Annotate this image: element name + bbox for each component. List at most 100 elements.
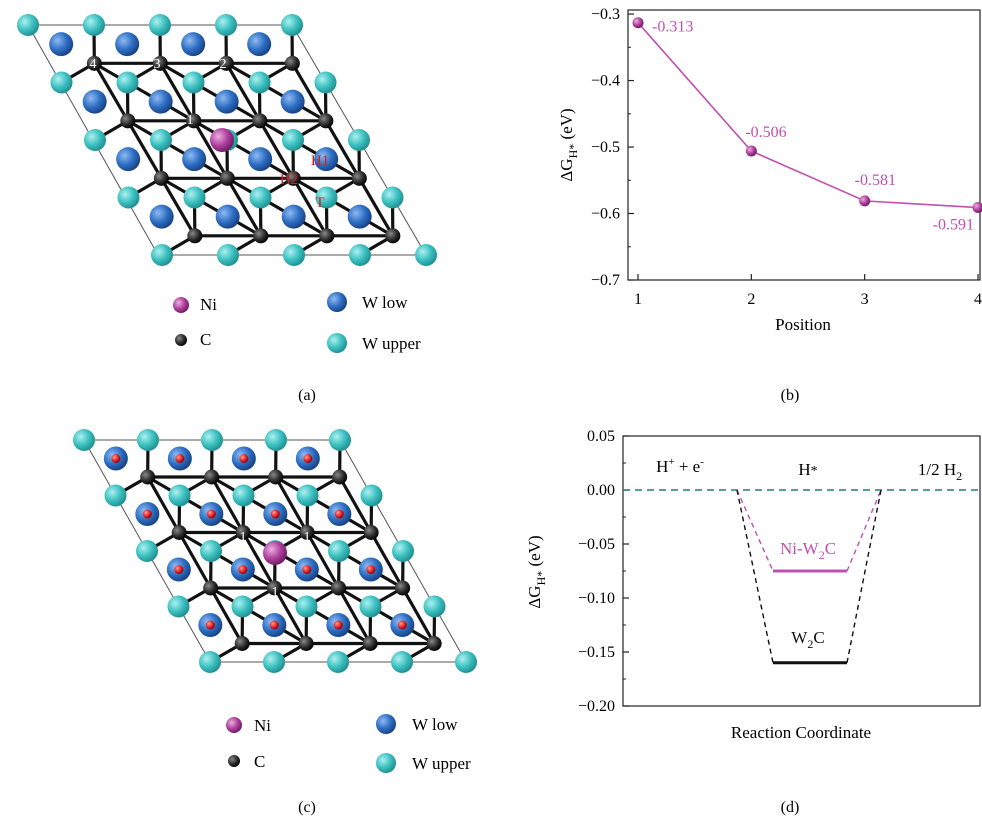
hydrogen-markers-c (111, 454, 407, 630)
bond (210, 476, 245, 534)
carbon-atom (153, 170, 169, 186)
w-upper-atom (136, 540, 158, 562)
y-tick-label: −0.6 (591, 206, 620, 223)
x-tick-label: 1 (634, 291, 642, 308)
bond (292, 176, 394, 238)
carbon-atom (267, 580, 283, 596)
hydrogen-marker (206, 509, 216, 519)
legend-w-upper-icon (376, 753, 396, 773)
bond (127, 119, 229, 180)
bond (305, 531, 341, 589)
site-label-h1: H1 (311, 153, 329, 169)
hydrogen-marker (142, 509, 152, 519)
carbon-atom (252, 113, 268, 129)
legend-ni-label: Ni (254, 716, 271, 735)
w-upper-atom (104, 484, 127, 507)
energy-levels-d (773, 569, 847, 665)
bond (226, 176, 328, 238)
panel-label-c: (c) (298, 799, 316, 816)
x-tick-label: 2 (747, 291, 755, 308)
w-upper-atom (415, 244, 437, 266)
hydrogen-marker (270, 509, 280, 519)
panel-a: 4 3 2 1 H1 H2 T Ni C W low W upper (a) (17, 14, 437, 404)
legend-w-low-label: W low (362, 293, 408, 312)
plot-frame-b (627, 9, 981, 281)
y-axis-label-b: ΔGH* (eV) (557, 108, 580, 181)
carbon-atom (331, 580, 347, 596)
data-labels-b: -0.313 -0.506 -0.581 -0.591 (652, 19, 974, 234)
carbon-atoms-a (86, 55, 401, 244)
carbon-atom (204, 469, 220, 485)
hydrogen-marker (239, 454, 249, 463)
site-number-2: 2 (220, 57, 227, 72)
legend-w-upper-label: W upper (362, 334, 421, 353)
reaction-paths-d (736, 489, 882, 663)
bond (146, 475, 244, 534)
legend-ni-icon (226, 717, 242, 733)
series-label-w2c: W2C (791, 628, 824, 651)
site-number-1: 1 (187, 113, 194, 128)
w-upper-atom (315, 186, 338, 209)
w-low-atom (148, 89, 173, 114)
carbon-atom (299, 525, 315, 540)
w-low-atom (347, 204, 372, 229)
w-low-atom (149, 204, 174, 229)
w-upper-atom (423, 595, 446, 618)
legend-c-icon (228, 755, 240, 767)
w-low-atom (116, 147, 141, 172)
state-label-final: 1/2 H2 (918, 460, 962, 483)
w-low-atom (49, 32, 74, 57)
carbon-atom (219, 170, 235, 186)
bond (177, 531, 213, 589)
ni-atom-c (263, 541, 287, 565)
carbon-atom (426, 636, 442, 651)
carbon-atom (234, 636, 250, 651)
reaction-path-out (846, 489, 882, 663)
w-upper-atom (137, 429, 159, 451)
reaction-path-out (846, 489, 882, 572)
w-upper-atom (73, 429, 95, 451)
hydrogen-marker (175, 454, 185, 463)
y-tick-label: 0.00 (587, 482, 615, 499)
w-upper-atom (248, 71, 271, 94)
y-axis-label-d: ΔGH* (eV) (525, 535, 548, 608)
w-upper-atom (249, 186, 272, 209)
carbon-atom (86, 55, 102, 71)
w-upper-atom (263, 651, 285, 673)
legend-c: Ni C W low W upper (226, 714, 471, 773)
bond (324, 120, 361, 180)
carbon-atom (140, 469, 156, 485)
w-upper-atom (182, 71, 205, 94)
w-upper-atom (360, 484, 383, 507)
hydrogen-marker (366, 565, 376, 574)
bond (209, 587, 244, 645)
y-tick-label: −0.15 (578, 644, 615, 661)
hydrogen-marker (205, 620, 215, 630)
y-tick-label: −0.3 (591, 6, 620, 23)
site-label-h2: H2 (280, 172, 298, 188)
w-upper-atom (295, 595, 318, 618)
legend-c-label: C (254, 752, 265, 771)
w-upper-atom (359, 595, 382, 618)
legend-ni-label: Ni (200, 295, 217, 314)
lattice-a (17, 14, 437, 266)
bond (242, 531, 340, 590)
w-upper-atom (391, 651, 413, 673)
y-tick-label: 0.05 (587, 428, 615, 445)
w-upper-atom (199, 651, 221, 673)
carbon-atom (362, 636, 378, 651)
legend-c-label: C (200, 330, 211, 349)
bond (158, 62, 196, 122)
w-upper-atom (150, 129, 172, 151)
legend-w-low-icon (376, 714, 396, 734)
bond (160, 176, 262, 238)
w-low-atom (247, 32, 272, 57)
carbon-atom (120, 113, 136, 129)
w-upper-atom (455, 651, 477, 673)
w-upper-atom (392, 540, 414, 562)
w-upper-atom (117, 186, 140, 209)
w-low-atoms-c (103, 446, 415, 637)
hydrogen-marker (397, 620, 407, 630)
w-upper-atom (327, 651, 349, 673)
